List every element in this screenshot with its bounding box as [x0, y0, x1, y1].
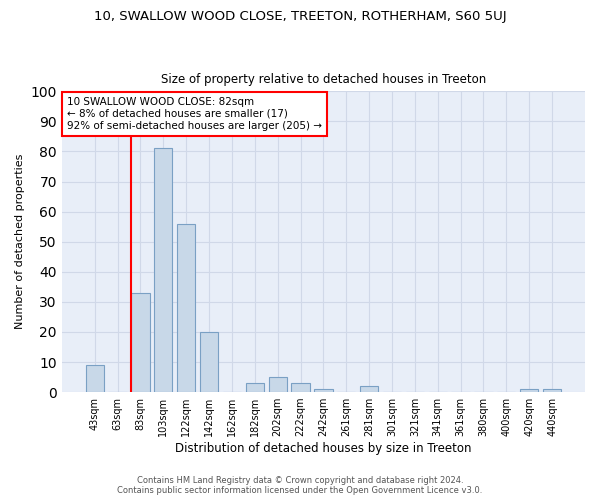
- Text: 10, SWALLOW WOOD CLOSE, TREETON, ROTHERHAM, S60 5UJ: 10, SWALLOW WOOD CLOSE, TREETON, ROTHERH…: [94, 10, 506, 23]
- Bar: [292, 383, 310, 392]
- X-axis label: Distribution of detached houses by size in Treeton: Distribution of detached houses by size …: [175, 442, 472, 455]
- Bar: [131, 293, 149, 392]
- Title: Size of property relative to detached houses in Treeton: Size of property relative to detached ho…: [161, 73, 486, 86]
- Y-axis label: Number of detached properties: Number of detached properties: [15, 154, 25, 330]
- Text: Contains HM Land Registry data © Crown copyright and database right 2024.
Contai: Contains HM Land Registry data © Crown c…: [118, 476, 482, 495]
- Bar: [360, 386, 378, 392]
- Bar: [543, 389, 561, 392]
- Bar: [200, 332, 218, 392]
- Bar: [314, 389, 332, 392]
- Bar: [269, 377, 287, 392]
- Bar: [520, 389, 538, 392]
- Bar: [245, 383, 264, 392]
- Bar: [177, 224, 196, 392]
- Text: 10 SWALLOW WOOD CLOSE: 82sqm
← 8% of detached houses are smaller (17)
92% of sem: 10 SWALLOW WOOD CLOSE: 82sqm ← 8% of det…: [67, 98, 322, 130]
- Bar: [86, 365, 104, 392]
- Bar: [154, 148, 172, 392]
